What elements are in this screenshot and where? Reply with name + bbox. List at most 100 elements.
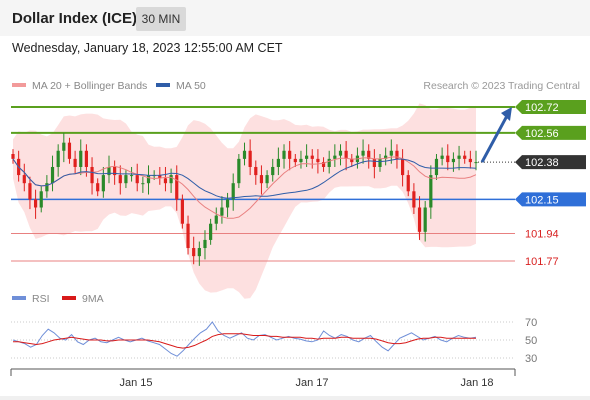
candle-body — [90, 166, 94, 184]
candle-body — [389, 150, 393, 156]
level-label-102.15: 102.15 — [525, 194, 559, 206]
candle-body — [107, 166, 111, 176]
candle-body — [457, 155, 461, 159]
candle-body — [214, 215, 218, 224]
legend-ma20-label: MA 20 + Bollinger Bands — [32, 80, 148, 92]
candle-body — [242, 150, 247, 159]
rsi-ma-swatch — [62, 296, 76, 301]
candle-body — [474, 162, 478, 164]
candle-body — [146, 175, 151, 184]
candle-body — [62, 142, 66, 151]
candle-body — [423, 207, 427, 232]
candle-body — [129, 175, 134, 177]
level-label-101.94: 101.94 — [525, 228, 559, 240]
candle-body — [400, 158, 405, 176]
rsi-swatch — [12, 296, 26, 301]
candle-body — [158, 175, 162, 179]
candle-body — [434, 158, 439, 176]
candle-body — [288, 150, 292, 159]
candle-body — [327, 158, 331, 167]
level-tag-102.15 — [515, 192, 586, 207]
candle-body — [237, 158, 241, 184]
level-tag-102.38 — [515, 155, 586, 170]
candle-body — [39, 191, 43, 208]
candle-body — [169, 175, 173, 184]
candle-body — [361, 150, 365, 156]
rsi-tick-50: 50 — [525, 335, 537, 347]
candle-body — [406, 175, 410, 192]
level-label-102.56: 102.56 — [525, 128, 559, 140]
candle-body — [310, 155, 314, 159]
candle-body — [73, 158, 77, 167]
candle-body — [22, 175, 26, 184]
candle-body — [225, 199, 230, 208]
candle-body — [96, 183, 100, 192]
forecast-arrow-shaft — [480, 113, 510, 163]
candle-body — [180, 199, 184, 224]
candle-body — [141, 183, 145, 185]
legend-rsi-label: RSI — [32, 293, 50, 305]
candle-body — [338, 150, 343, 156]
candle-body — [451, 158, 456, 163]
legend-rsi: RSI — [12, 293, 50, 305]
candle-body — [254, 166, 258, 176]
bottom-border — [0, 396, 590, 400]
ma20-swatch — [12, 83, 26, 88]
level-label-101.77: 101.77 — [525, 256, 559, 268]
candle-body — [197, 248, 201, 257]
x-tick-label: Jan 17 — [295, 377, 328, 389]
candle-body — [316, 158, 320, 163]
copyright: Research © 2023 Trading Central — [423, 80, 580, 92]
candle-body — [231, 183, 235, 200]
candle-body — [79, 150, 83, 167]
candle-body — [192, 248, 196, 257]
interval-button[interactable]: 30 MIN — [136, 7, 186, 31]
forecast-arrow-head — [501, 107, 512, 121]
candle-body — [209, 223, 213, 240]
chart-datetime: Wednesday, January 18, 2023 12:55:00 AM … — [12, 41, 283, 55]
top-bar — [0, 0, 590, 36]
candle-body — [135, 175, 139, 184]
candle-body — [45, 183, 49, 192]
candle-body — [163, 178, 168, 184]
candle-body — [282, 150, 286, 159]
x-tick-label: Jan 18 — [460, 377, 493, 389]
level-tag-102.56 — [515, 125, 586, 140]
candle-body — [220, 207, 224, 216]
candle-body — [412, 191, 416, 208]
candle-body — [463, 155, 467, 159]
candle-body — [429, 175, 433, 208]
candle-body — [321, 162, 326, 167]
candle-body — [276, 158, 280, 167]
candle-body — [56, 150, 60, 167]
rsi-ma-line — [13, 333, 476, 349]
candle-body — [113, 166, 117, 176]
rsi-tick-30: 30 — [525, 353, 537, 365]
candle-body — [28, 183, 32, 200]
legend-ma50: MA 50 — [156, 80, 206, 92]
candle-body — [101, 175, 105, 192]
candle-body — [378, 158, 382, 167]
candle-body — [11, 154, 15, 159]
candle-body — [50, 166, 55, 184]
candle-body — [124, 175, 128, 184]
candle-body — [305, 155, 309, 159]
candle-body — [67, 142, 72, 159]
candle-body — [186, 223, 190, 249]
bollinger-band — [13, 103, 476, 299]
candle-body — [33, 199, 38, 208]
x-tick-label: Jan 15 — [119, 377, 152, 389]
legend-rsi-ma: 9MA — [62, 293, 104, 305]
level-label-102.72: 102.72 — [525, 102, 559, 114]
candle-body — [384, 155, 388, 159]
candle-body — [175, 175, 179, 200]
candle-body — [367, 150, 371, 159]
candle-body — [395, 150, 399, 159]
candle-body — [203, 239, 207, 249]
candle-body — [248, 150, 252, 167]
legend-ma20: MA 20 + Bollinger Bands — [12, 80, 147, 92]
candle-body — [468, 158, 472, 163]
candle-body — [350, 158, 354, 163]
candle-body — [440, 155, 444, 159]
